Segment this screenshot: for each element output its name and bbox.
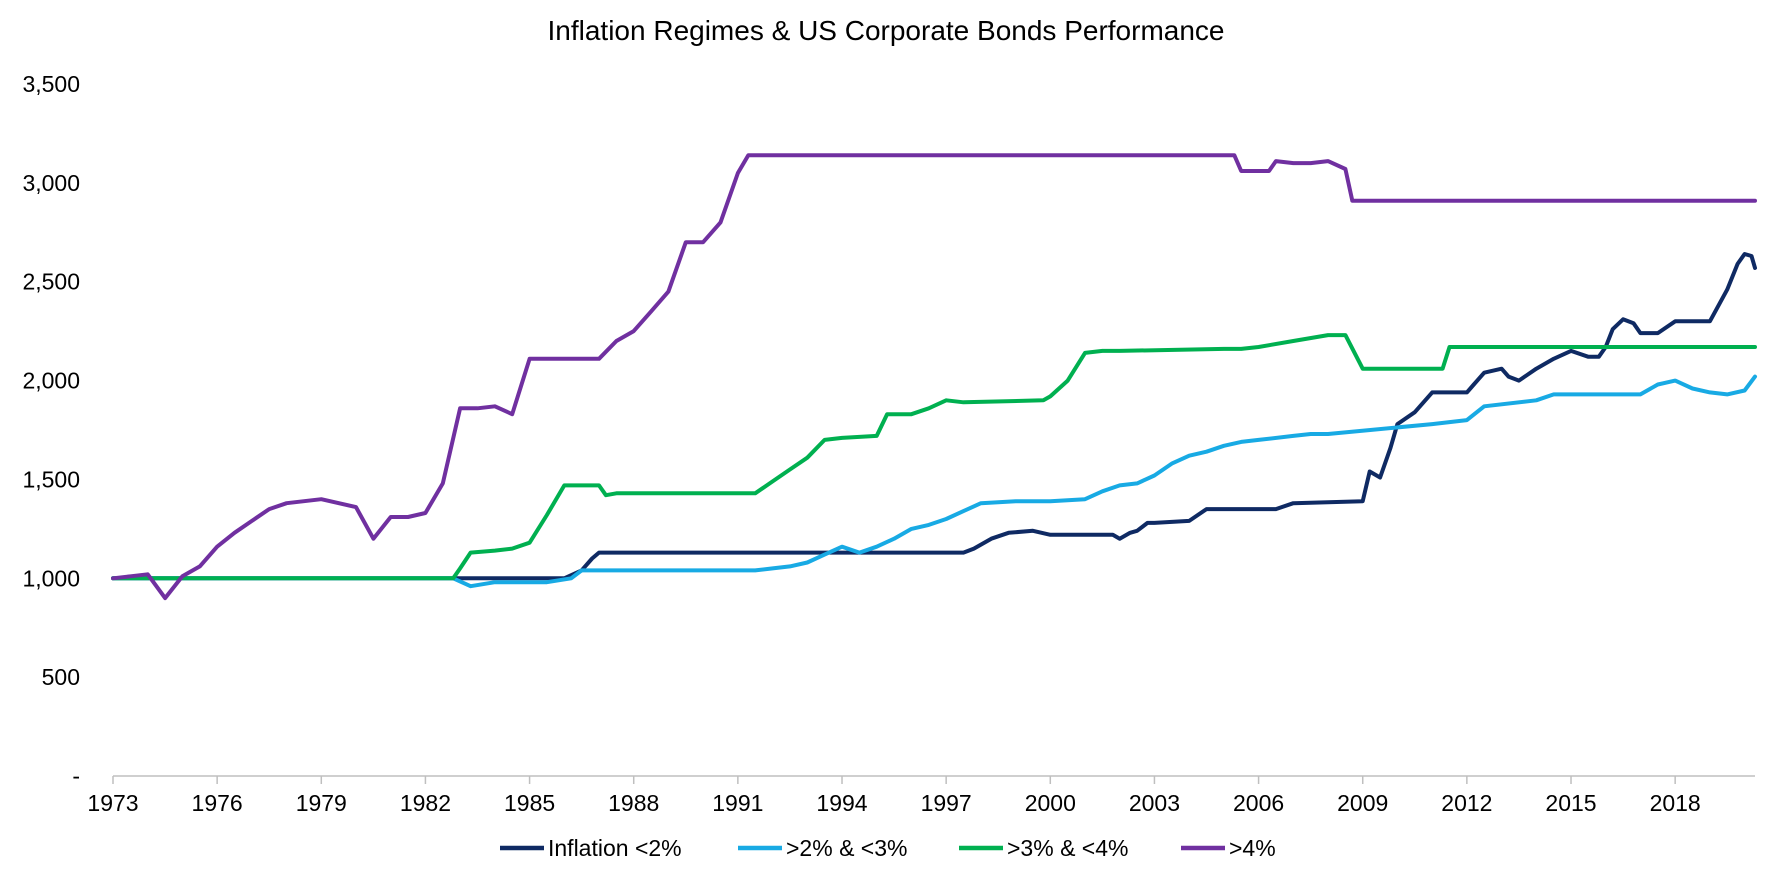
legend-label: Inflation <2%	[548, 835, 682, 861]
x-tick-label: 1979	[296, 790, 347, 816]
series-line-4	[111, 153, 1757, 601]
x-tick-label: 1985	[504, 790, 555, 816]
x-tick-label: 1982	[400, 790, 451, 816]
x-tick-label: 1988	[608, 790, 659, 816]
x-tick-label: 2000	[1025, 790, 1076, 816]
series-line-2	[111, 374, 1757, 589]
y-tick-label: 1,500	[22, 466, 80, 492]
x-tick-label: 2015	[1545, 790, 1596, 816]
y-tick-label: -	[72, 763, 80, 789]
legend-label: >3% & <4%	[1007, 835, 1128, 861]
y-tick-label: 2,500	[22, 269, 80, 295]
y-axis: - 500 1,000 1,500 2,000 2,500 3,000 3,500	[22, 71, 80, 789]
series-lines	[111, 153, 1757, 601]
series-line-1	[111, 252, 1757, 581]
series-line-3	[111, 333, 1757, 581]
x-tick-label: 2009	[1337, 790, 1388, 816]
x-tick-label: 1994	[816, 790, 867, 816]
x-tick-label: 1973	[87, 790, 138, 816]
legend: Inflation <2% >2% & <3% >3% & <4% >4%	[500, 835, 1276, 861]
x-tick-label: 2012	[1441, 790, 1492, 816]
legend-label: >2% & <3%	[786, 835, 907, 861]
x-tick-label: 2003	[1129, 790, 1180, 816]
y-tick-label: 1,000	[22, 565, 80, 591]
chart-title: Inflation Regimes & US Corporate Bonds P…	[548, 15, 1225, 46]
y-tick-label: 3,000	[22, 170, 80, 196]
x-tick-label: 1997	[921, 790, 972, 816]
x-tick-label: 1991	[712, 790, 763, 816]
x-tick-label: 2006	[1233, 790, 1284, 816]
x-tick-label: 1976	[192, 790, 243, 816]
y-tick-label: 500	[42, 664, 80, 690]
x-tick-label: 2018	[1650, 790, 1701, 816]
legend-label: >4%	[1229, 835, 1276, 861]
x-axis: 1973 1976 1979 1982 1985 1988 1991 1994 1997 2000…	[87, 775, 1755, 816]
y-tick-label: 2,000	[22, 368, 80, 394]
y-tick-label: 3,500	[22, 71, 80, 97]
